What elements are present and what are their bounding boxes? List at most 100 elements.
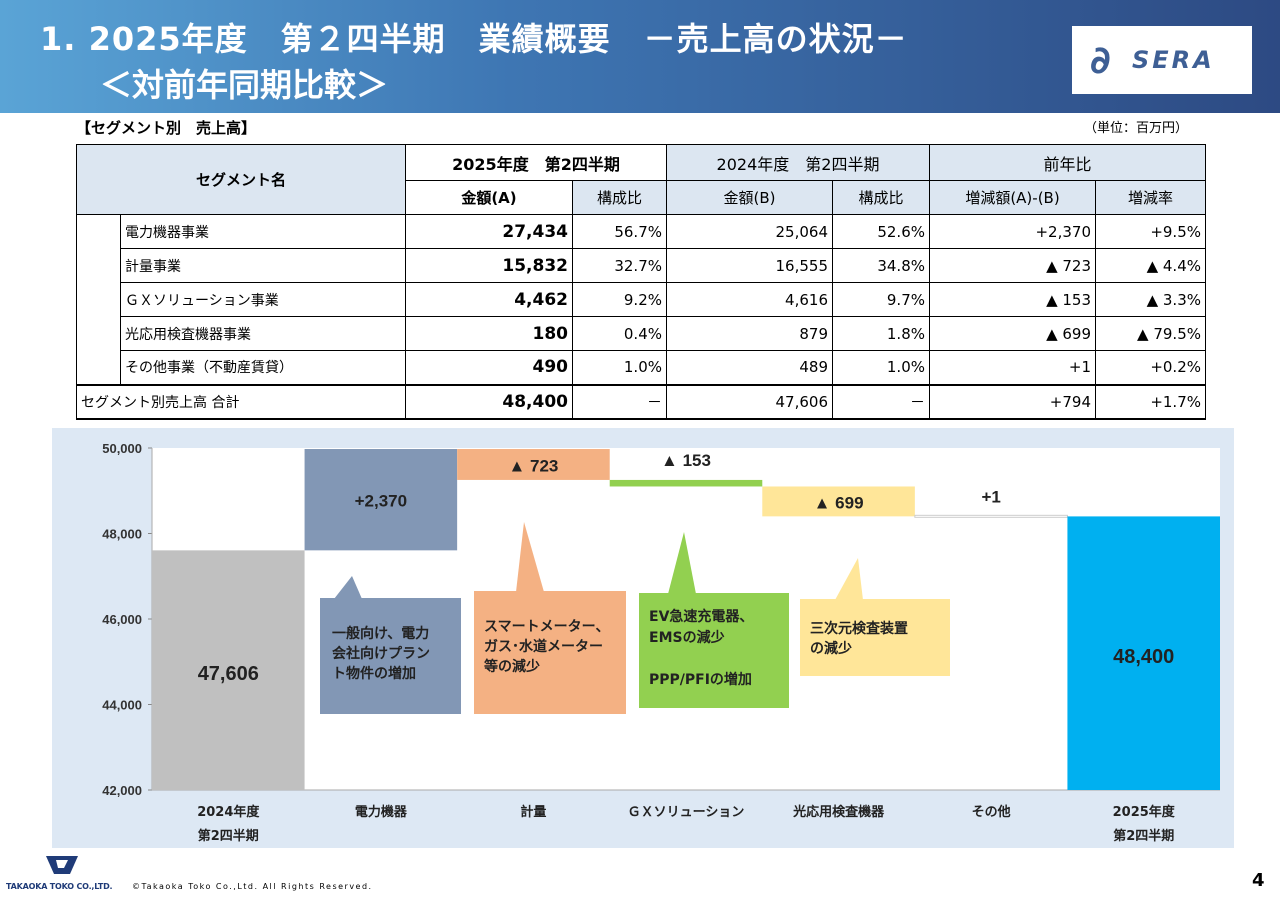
table-total-row: セグメント別売上高 合計 48,400 － 47,606 － +794 +1.7… [76, 383, 1206, 420]
table-row: 計量事業 15,832 32.7% 16,555 34.8% ▲ 723 ▲ 4… [77, 248, 1206, 283]
y-tick-label: 50,000 [102, 441, 142, 456]
cell-amount-a: 4,462 [405, 282, 573, 317]
cell-ratio-b: 9.7% [832, 282, 930, 317]
header-fy2024: 2024年度 第2四半期 [666, 144, 930, 181]
total-diff: +794 [929, 383, 1096, 420]
x-category-label: その他 [972, 804, 1011, 820]
callout-box [320, 598, 461, 714]
cell-rate: ▲ 3.3% [1095, 282, 1206, 317]
y-tick-label: 48,000 [102, 527, 142, 542]
cell-amount-b: 489 [666, 350, 833, 385]
total-name: セグメント別売上高 合計 [76, 383, 406, 420]
header-amount-a: 金額(A) [405, 180, 573, 215]
bar-data-label: ▲ 723 [508, 456, 558, 475]
callout-box [474, 591, 626, 714]
cell-amount-a: 490 [405, 350, 573, 385]
cell-amount-b: 16,555 [666, 248, 833, 283]
cell-diff: ▲ 699 [929, 316, 1096, 351]
bar-data-label: 47,606 [198, 663, 259, 685]
callout-text: PPP/PFIの増加 [649, 671, 752, 688]
row-name: 光応用検査機器事業 [120, 316, 406, 351]
total-ratio-a: － [572, 383, 667, 420]
header-ratio-a: 構成比 [572, 180, 667, 215]
cell-diff: +1 [929, 350, 1096, 385]
x-category-label: 第2四半期 [1113, 828, 1174, 844]
waterfall-bar [1067, 516, 1220, 790]
x-category-label: 2025年度 [1113, 804, 1176, 820]
callout-pointer [516, 522, 544, 592]
sera-logo-text: SERA [1132, 46, 1215, 74]
cell-rate: +9.5% [1095, 214, 1206, 249]
bar-data-label: +1 [981, 487, 1000, 506]
callout-pointer [668, 532, 696, 594]
waterfall-bar [457, 449, 610, 480]
cell-ratio-b: 34.8% [832, 248, 930, 283]
header-fy2025: 2025年度 第2四半期 [405, 144, 667, 181]
unit-label: （単位：百万円） [1084, 121, 1189, 136]
bar-data-label: ▲ 153 [661, 451, 711, 470]
x-category-label: 電力機器 [355, 804, 408, 820]
cell-ratio-b: 52.6% [832, 214, 930, 249]
header-ratio-b: 構成比 [832, 180, 930, 215]
segment-sales-table: セグメント名 2025年度 第2四半期 2024年度 第2四半期 前年比 金額(… [76, 144, 1206, 420]
cell-amount-a: 27,434 [405, 214, 573, 249]
waterfall-chart: 42,000 44,000 46,000 48,000 50,000 47,606 +2,3… [102, 441, 1220, 844]
cell-ratio-a: 56.7% [572, 214, 667, 249]
table-row: 電力機器事業 27,434 56.7% 25,064 52.6% +2,370 … [76, 214, 1206, 385]
cell-diff: ▲ 723 [929, 248, 1096, 283]
callout-text: ト物件の増加 [332, 665, 416, 682]
callout-text: の減少 [810, 640, 852, 657]
total-amount-a: 48,400 [405, 383, 573, 420]
x-category-label: 計量 [520, 804, 546, 820]
sera-logo: ∂ SERA [1072, 26, 1252, 94]
cell-amount-b: 879 [666, 316, 833, 351]
row-name: その他事業（不動産賃貸） [120, 350, 406, 385]
cell-ratio-b: 1.8% [832, 316, 930, 351]
header-rate: 増減率 [1095, 180, 1206, 215]
waterfall-bar [762, 486, 915, 517]
waterfall-bar [152, 550, 305, 790]
callout-text: EMSの減少 [649, 629, 725, 646]
callout-pointer [835, 558, 863, 600]
x-category-label: 光応用検査機器 [792, 804, 885, 820]
table-row: その他事業（不動産賃貸） 490 1.0% 489 1.0% +1 +0.2% [77, 350, 1206, 385]
callout-box [639, 593, 789, 708]
cell-amount-a: 15,832 [405, 248, 573, 283]
callout-text: 会社向けプラン [332, 645, 430, 662]
y-tick-label: 46,000 [102, 612, 142, 627]
callout-text: ガス･水道メーター [484, 638, 603, 655]
cell-diff: ▲ 153 [929, 282, 1096, 317]
cell-rate: ▲ 4.4% [1095, 248, 1206, 283]
row-name: 電力機器事業 [120, 214, 406, 249]
header-yoy: 前年比 [929, 144, 1206, 181]
row-name: 計量事業 [120, 248, 406, 283]
header-diff: 増減額(A)-(B) [929, 180, 1096, 215]
cell-amount-a: 180 [405, 316, 573, 351]
bar-data-label: +2,370 [355, 492, 407, 511]
x-category-label: ＧＸソリューション [628, 805, 745, 820]
cell-diff: +2,370 [929, 214, 1096, 249]
page-number: 4 [1252, 870, 1265, 891]
callout-pointer [334, 576, 362, 599]
waterfall-chart-panel: 42,000 44,000 46,000 48,000 50,000 47,606 +2,3… [52, 428, 1234, 848]
copyright: ©Takaoka Toko Co.,Ltd. All Rights Reserv… [132, 882, 373, 891]
waterfall-bar [914, 514, 1068, 518]
section-title: 【セグメント別 売上高】 [76, 119, 257, 137]
total-amount-b: 47,606 [666, 383, 833, 420]
callout-text: EV急速充電器、 [649, 608, 753, 625]
header-segment: セグメント名 [76, 144, 406, 215]
page-title: 1. 2025年度 第２四半期 業績概要 －売上高の状況－ [40, 20, 908, 58]
y-tick-label: 44,000 [102, 698, 142, 713]
bar-data-label: 48,400 [1113, 646, 1174, 668]
cell-ratio-b: 1.0% [832, 350, 930, 385]
sera-logo-icon: ∂ [1090, 38, 1111, 82]
cell-ratio-a: 9.2% [572, 282, 667, 317]
bar-data-label: ▲ 699 [814, 493, 864, 512]
waterfall-bar [609, 479, 763, 487]
cell-amount-b: 25,064 [666, 214, 833, 249]
callout-box [800, 599, 950, 676]
table-row: ＧＸソリューション事業 4,462 9.2% 4,616 9.7% ▲ 153 … [77, 282, 1206, 317]
x-category-label: 第2四半期 [198, 828, 259, 844]
takaoka-logo-icon [46, 856, 78, 874]
cell-ratio-a: 0.4% [572, 316, 667, 351]
